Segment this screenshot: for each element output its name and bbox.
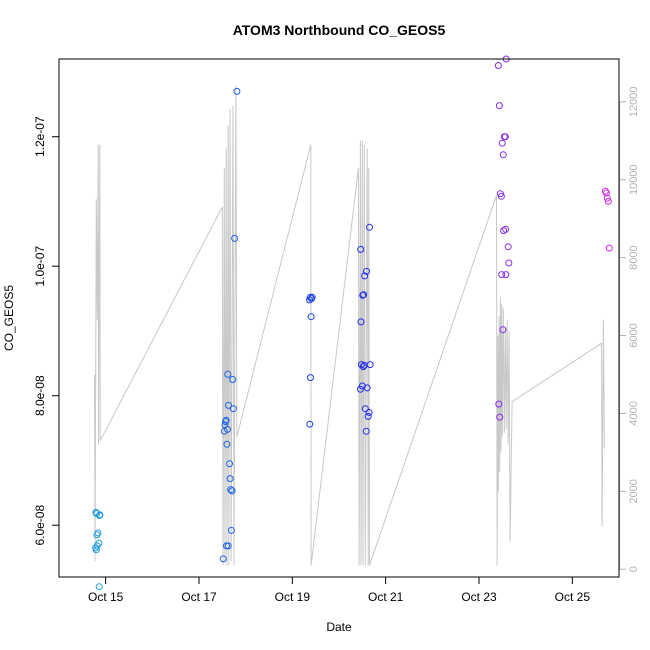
x-axis-label: Date	[326, 620, 352, 634]
data-point	[365, 409, 373, 416]
data-point	[357, 245, 365, 253]
data-point	[366, 361, 374, 369]
altitude-line-layer	[94, 86, 605, 566]
data-point	[233, 87, 241, 95]
data-point	[227, 486, 235, 494]
data-point	[363, 267, 370, 275]
data-point	[603, 194, 611, 202]
data-point	[306, 420, 314, 428]
data-point	[360, 291, 368, 299]
right-tick-label: 0	[628, 566, 640, 572]
y-tick-label: 1.0e-07	[33, 246, 47, 287]
data-point	[361, 405, 369, 413]
data-point	[496, 413, 504, 421]
y-axis-label: CO_GEOS5	[2, 285, 16, 351]
x-tick-label: Oct 23	[461, 590, 497, 604]
y-tick-label: 8.0e-08	[33, 375, 47, 416]
data-point	[307, 313, 315, 321]
data-point	[95, 583, 103, 591]
y-tick-label: 6.0e-08	[33, 505, 47, 546]
altitude-series-line	[94, 86, 605, 566]
data-point	[227, 526, 235, 534]
data-point	[92, 546, 100, 554]
data-point	[361, 272, 369, 280]
data-point	[357, 361, 365, 369]
data-point	[219, 555, 227, 563]
data-point	[225, 401, 232, 409]
data-point	[505, 259, 513, 267]
data-point	[504, 243, 512, 251]
data-point	[96, 512, 103, 519]
data-point	[602, 189, 610, 197]
data-point	[605, 244, 613, 252]
data-point	[306, 293, 314, 301]
data-point	[224, 370, 232, 378]
data-point	[604, 197, 612, 205]
x-tick-label: Oct 15	[88, 590, 124, 604]
data-point	[307, 374, 314, 382]
data-point-layer	[92, 55, 613, 591]
data-point	[499, 326, 507, 334]
data-point	[363, 384, 371, 392]
data-point	[498, 139, 506, 147]
x-tick-label: Oct 17	[181, 590, 217, 604]
data-point	[494, 62, 502, 69]
data-point	[498, 271, 506, 279]
data-point	[500, 133, 508, 141]
data-point	[500, 227, 508, 235]
x-tick-label: Oct 21	[368, 590, 404, 604]
axes-layer: Oct 15 Oct 17 Oct 19 Oct 21 Oct 23 Oct 25 6.0e…	[33, 87, 640, 604]
data-point	[362, 427, 370, 435]
right-tick-label: 8000	[628, 245, 640, 269]
data-point	[224, 542, 232, 550]
data-point	[364, 412, 372, 420]
data-point	[226, 460, 233, 468]
data-point	[226, 475, 234, 483]
data-point	[497, 192, 505, 200]
data-point	[495, 400, 503, 408]
data-point	[228, 487, 236, 495]
data-point	[366, 223, 373, 231]
data-point	[229, 405, 237, 413]
right-tick-label: 2000	[628, 479, 640, 503]
data-point	[93, 531, 101, 539]
data-point	[308, 293, 316, 301]
data-point	[357, 318, 365, 326]
right-tick-label: 10000	[628, 164, 640, 195]
x-tick-label: Oct 19	[275, 590, 311, 604]
data-point	[223, 440, 231, 448]
plot-frame	[58, 58, 620, 578]
data-point	[222, 416, 230, 424]
data-point	[231, 234, 239, 242]
data-point	[229, 376, 237, 383]
data-point	[502, 271, 510, 279]
x-tick-label: Oct 25	[555, 590, 591, 604]
data-point	[499, 151, 507, 159]
data-point	[224, 425, 231, 433]
right-tick-label: 6000	[628, 323, 640, 347]
data-point	[359, 363, 367, 371]
right-tick-label: 4000	[628, 401, 640, 425]
data-point	[495, 102, 503, 110]
right-tick-label: 12000	[628, 87, 640, 118]
data-point	[95, 539, 103, 547]
chart-title: ATOM3 Northbound CO_GEOS5	[233, 22, 446, 38]
y-tick-label: 1.2e-07	[33, 116, 47, 157]
data-point	[502, 225, 510, 233]
